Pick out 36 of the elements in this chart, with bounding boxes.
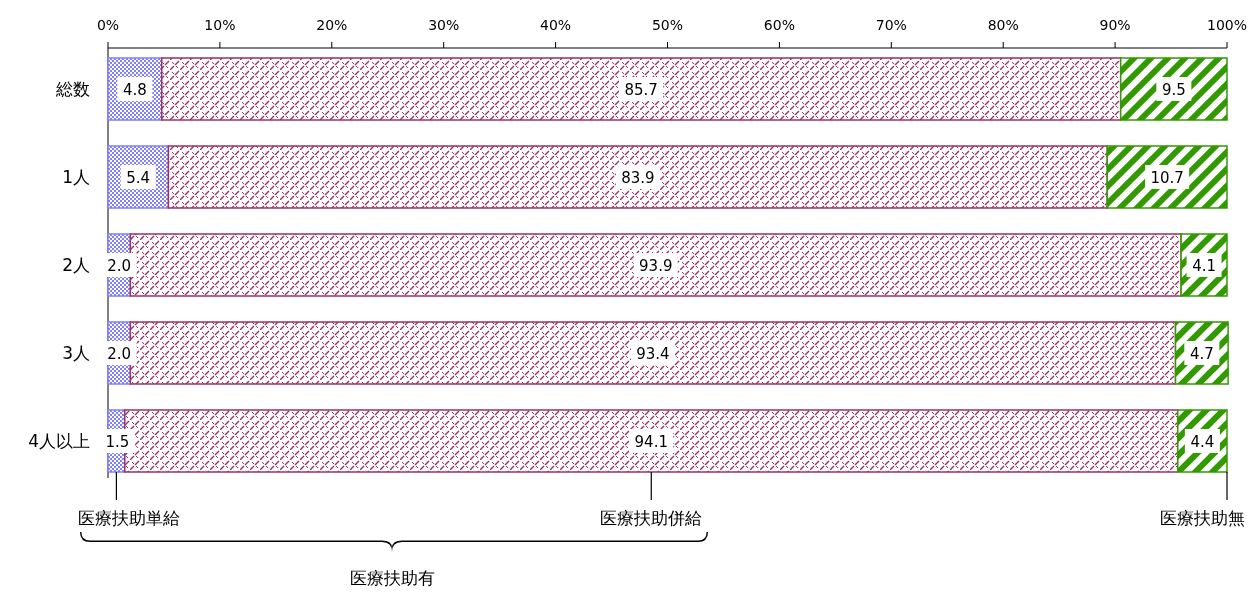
data-label: 5.4 (126, 169, 151, 187)
x-tick-label: 60% (763, 17, 795, 33)
y-tick-label: 2人 (62, 255, 90, 275)
data-label: 4.4 (1190, 433, 1215, 451)
data-label: 94.1 (634, 433, 668, 451)
x-tick-label: 10% (204, 17, 236, 33)
y-tick-label: 1人 (62, 167, 90, 187)
bar (129, 233, 1182, 297)
x-tick-label: 50% (651, 17, 684, 33)
data-label: 85.7 (624, 81, 658, 99)
data-label: 93.9 (639, 257, 673, 275)
data-label: 4.7 (1189, 345, 1214, 363)
x-tick-label: 0% (96, 17, 120, 33)
x-tick-label: 90% (1099, 17, 1131, 33)
bar (160, 57, 1122, 121)
x-tick-label: 80% (987, 17, 1019, 33)
x-tick-label: 70% (875, 17, 907, 33)
x-tick-label: 20% (316, 17, 348, 33)
y-tick-label: 総数 (55, 79, 90, 99)
bar (167, 145, 1109, 209)
data-label: 2.0 (107, 345, 132, 363)
bar (129, 321, 1177, 385)
y-tick-label: 4人以上 (28, 431, 90, 451)
data-label: 9.5 (1161, 81, 1186, 99)
y-tick-label: 3人 (62, 343, 90, 363)
data-label: 1.5 (105, 433, 130, 451)
data-label: 2.0 (107, 257, 132, 275)
data-label: 93.4 (636, 345, 670, 363)
x-tick-label: 40% (540, 17, 572, 33)
data-label: 4.1 (1192, 257, 1216, 275)
data-label: 83.9 (621, 169, 655, 187)
text: 医療扶助有 (349, 568, 435, 588)
data-label: 4.8 (122, 81, 147, 99)
x-tick-label: 100% (1206, 17, 1248, 33)
data-label: 10.7 (1150, 169, 1184, 187)
x-tick-label: 30% (428, 17, 460, 33)
